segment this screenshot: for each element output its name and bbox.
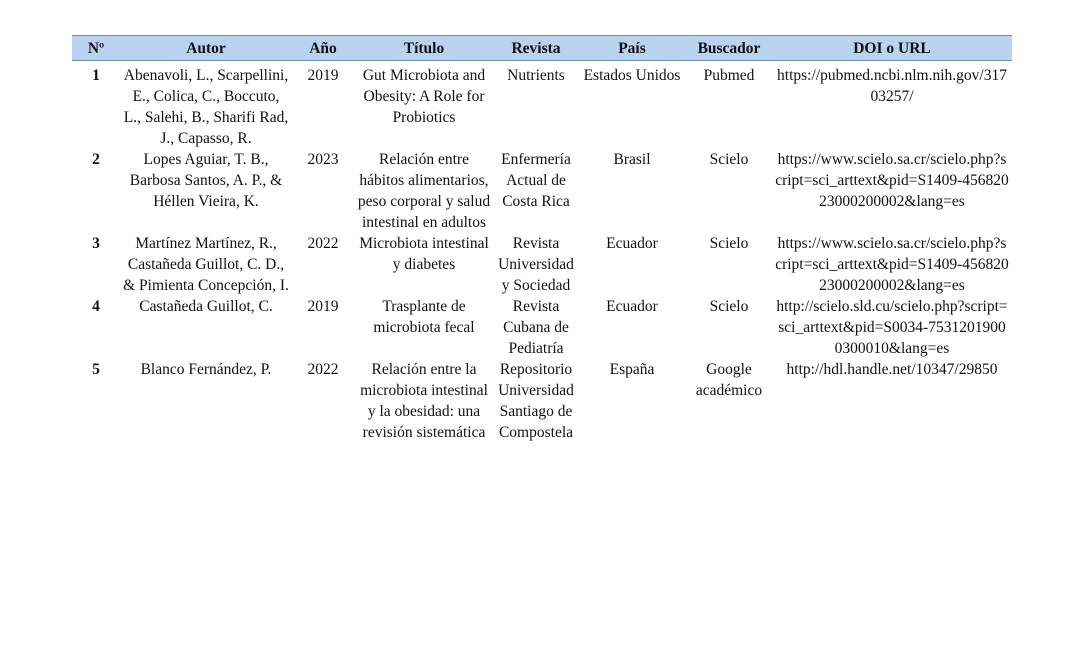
- cell-num: 1: [92, 67, 100, 84]
- header-row: Nº Autor Año Título Revista País Buscado…: [72, 35, 1012, 61]
- table-row: 3 Martínez Martínez, R., Castañeda Guill…: [72, 233, 1012, 296]
- references-table: Nº Autor Año Título Revista País Buscado…: [72, 35, 1012, 443]
- cell-url[interactable]: https://www.scielo.sa.cr/scielo.php?scri…: [775, 235, 1009, 294]
- header-titulo: Título: [354, 35, 494, 61]
- table-body: 1 Abenavoli, L., Scarpellini, E., Colica…: [72, 61, 1012, 444]
- cell-titulo: Microbiota intestinal y diabetes: [359, 235, 489, 273]
- cell-buscador: Scielo: [709, 298, 749, 315]
- cell-anio: 2022: [307, 361, 339, 378]
- cell-titulo: Relación entre la microbiota intestinal …: [360, 361, 488, 441]
- cell-autor: Lopes Aguiar, T. B., Barbosa Santos, A. …: [129, 151, 283, 210]
- cell-anio: 2019: [307, 298, 339, 315]
- cell-pais: Ecuador: [606, 235, 658, 252]
- cell-revista: Repositorio Universidad Santiago de Comp…: [498, 361, 574, 441]
- table-row: 4 Castañeda Guillot, C. 2019 Trasplante …: [72, 296, 1012, 359]
- cell-anio: 2022: [307, 235, 339, 252]
- cell-url[interactable]: http://scielo.sld.cu/scielo.php?script=s…: [776, 298, 1008, 357]
- cell-num: 2: [92, 151, 100, 168]
- cell-buscador: Pubmed: [703, 67, 755, 84]
- cell-autor: Martínez Martínez, R., Castañeda Guillot…: [123, 235, 289, 294]
- header-autor: Autor: [120, 35, 292, 61]
- cell-revista: Revista Cubana de Pediatría: [503, 298, 569, 357]
- table-header: Nº Autor Año Título Revista País Buscado…: [72, 35, 1012, 61]
- cell-url[interactable]: http://hdl.handle.net/10347/29850: [786, 361, 998, 378]
- cell-titulo: Gut Microbiota and Obesity: A Role for P…: [362, 67, 486, 126]
- cell-pais: España: [609, 361, 655, 378]
- table-row: 1 Abenavoli, L., Scarpellini, E., Colica…: [72, 61, 1012, 150]
- header-num: Nº: [72, 35, 120, 61]
- cell-revista: Nutrients: [507, 67, 565, 84]
- table-row: 2 Lopes Aguiar, T. B., Barbosa Santos, A…: [72, 149, 1012, 233]
- cell-titulo: Relación entre hábitos alimentarios, pes…: [357, 151, 491, 231]
- cell-num: 4: [92, 298, 100, 315]
- header-revista: Revista: [494, 35, 578, 61]
- cell-pais: Ecuador: [606, 298, 658, 315]
- cell-buscador: Google académico: [695, 361, 763, 399]
- references-table-container: Nº Autor Año Título Revista País Buscado…: [72, 35, 1012, 443]
- cell-pais: Estados Unidos: [583, 67, 681, 84]
- header-pais: País: [578, 35, 686, 61]
- cell-anio: 2023: [307, 151, 339, 168]
- cell-revista: Enfermería Actual de Costa Rica: [501, 151, 571, 210]
- header-url: DOI o URL: [772, 35, 1012, 61]
- header-anio: Año: [292, 35, 354, 61]
- table-row: 5 Blanco Fernández, P. 2022 Relación ent…: [72, 359, 1012, 443]
- cell-pais: Brasil: [613, 151, 651, 168]
- cell-autor: Abenavoli, L., Scarpellini, E., Colica, …: [123, 67, 289, 147]
- cell-anio: 2019: [307, 67, 339, 84]
- cell-url[interactable]: https://pubmed.ncbi.nlm.nih.gov/31703257…: [777, 67, 1007, 105]
- cell-autor: Blanco Fernández, P.: [140, 361, 272, 378]
- header-buscador: Buscador: [686, 35, 772, 61]
- cell-num: 5: [92, 361, 100, 378]
- cell-revista: Revista Universidad y Sociedad: [498, 235, 574, 294]
- cell-autor: Castañeda Guillot, C.: [139, 298, 273, 315]
- cell-titulo: Trasplante de microbiota fecal: [373, 298, 475, 336]
- cell-buscador: Scielo: [709, 235, 749, 252]
- cell-num: 3: [92, 235, 100, 252]
- cell-url[interactable]: https://www.scielo.sa.cr/scielo.php?scri…: [775, 151, 1009, 210]
- cell-buscador: Scielo: [709, 151, 749, 168]
